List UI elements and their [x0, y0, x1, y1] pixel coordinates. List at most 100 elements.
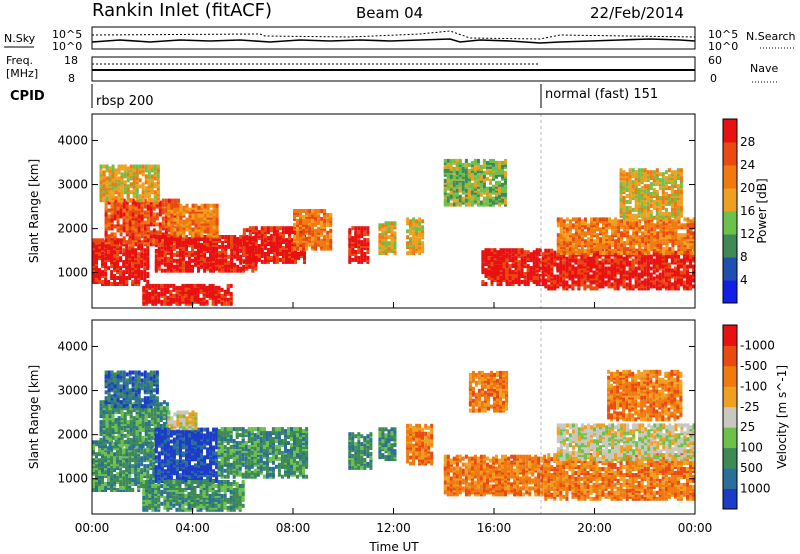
power-cell	[348, 242, 352, 247]
noise-left-tick-top: 10^5	[52, 28, 82, 41]
velocity-panel-bg	[92, 320, 695, 514]
power-cell	[662, 233, 666, 238]
power-cell	[520, 268, 524, 273]
power-cell	[251, 252, 255, 256]
power-cell	[116, 256, 120, 261]
power-cell	[143, 266, 147, 271]
power-cell	[299, 209, 302, 213]
power-cell	[670, 170, 674, 175]
power-cell	[166, 242, 170, 247]
power-cell	[604, 280, 608, 285]
power-cell	[110, 270, 114, 275]
power-cell	[623, 219, 627, 224]
power-cell	[147, 174, 151, 179]
power-cell	[658, 172, 662, 177]
power-cell	[205, 285, 209, 290]
power-cell	[140, 240, 144, 245]
power-cell	[185, 260, 188, 265]
power-cell	[294, 252, 297, 256]
power-cell	[659, 223, 663, 228]
power-cell	[245, 228, 249, 233]
power-cell	[227, 268, 231, 273]
power-cell	[102, 164, 106, 169]
power-cell	[266, 236, 270, 241]
power-cell	[553, 250, 557, 255]
power-cell	[652, 188, 656, 192]
power-cell	[505, 272, 509, 276]
power-cell	[596, 233, 599, 238]
power-cell	[110, 232, 114, 237]
power-cell	[199, 301, 203, 306]
power-cell	[646, 278, 650, 283]
power-cell	[160, 235, 164, 239]
power-cell	[611, 219, 615, 224]
power-cell	[418, 221, 422, 226]
power-cell	[354, 230, 358, 235]
power-cell	[114, 190, 118, 195]
power-cell	[153, 190, 157, 195]
power-cell	[568, 247, 572, 252]
power-cell	[141, 164, 145, 169]
power-cell	[640, 186, 644, 191]
power-cell	[215, 203, 219, 208]
power-cell	[105, 176, 109, 181]
power-cell	[239, 254, 243, 259]
power-cell	[239, 248, 243, 253]
power-cell	[635, 251, 639, 256]
power-cell	[154, 248, 158, 253]
velocity-cell	[98, 458, 101, 463]
power-cell	[329, 238, 333, 243]
power-cell	[489, 194, 492, 199]
power-cell	[501, 186, 504, 191]
power-cell	[652, 215, 656, 220]
power-cell	[562, 223, 566, 228]
power-cell	[568, 231, 572, 236]
power-cell	[300, 252, 303, 256]
power-cell	[116, 220, 120, 225]
power-cell	[508, 282, 512, 286]
power-cell	[643, 213, 647, 218]
power-cell	[667, 168, 671, 173]
power-cell	[526, 276, 530, 280]
power-cell	[495, 192, 498, 197]
power-cell	[143, 262, 147, 267]
power-cell	[107, 250, 111, 255]
power-cell	[236, 237, 240, 241]
power-cell	[421, 241, 425, 246]
power-cell	[658, 178, 662, 183]
power-ytick-label: 4000	[57, 133, 88, 147]
power-cell	[169, 289, 173, 294]
beam-label: Beam 04	[356, 4, 423, 22]
power-cell	[158, 212, 162, 217]
power-cell	[649, 213, 653, 218]
power-cell	[182, 205, 186, 210]
power-cell	[179, 215, 183, 220]
power-cell	[99, 170, 103, 175]
power-cell	[674, 241, 678, 246]
power-cell	[608, 235, 612, 240]
power-cell	[646, 170, 650, 175]
power-cell	[676, 168, 680, 173]
power-cell	[196, 283, 200, 288]
power-cell	[202, 283, 206, 288]
power-cell	[208, 291, 212, 296]
power-cell	[114, 182, 118, 187]
power-cell	[647, 229, 651, 234]
power-cell	[643, 168, 647, 173]
power-cell	[104, 278, 108, 282]
power-colorbar-label: Power [dB]	[755, 178, 769, 243]
power-cell	[499, 260, 503, 265]
power-cell	[692, 225, 696, 230]
power-cell	[662, 241, 666, 246]
power-cell	[150, 164, 154, 169]
power-cell	[102, 178, 106, 183]
power-cell	[163, 262, 167, 267]
power-cell	[667, 284, 671, 289]
power-cell	[248, 226, 252, 231]
power-cell	[137, 252, 141, 257]
power-cell	[443, 198, 447, 203]
power-cell	[667, 272, 671, 277]
power-cell	[128, 238, 132, 243]
power-cell	[175, 293, 179, 298]
power-cell	[673, 280, 677, 285]
